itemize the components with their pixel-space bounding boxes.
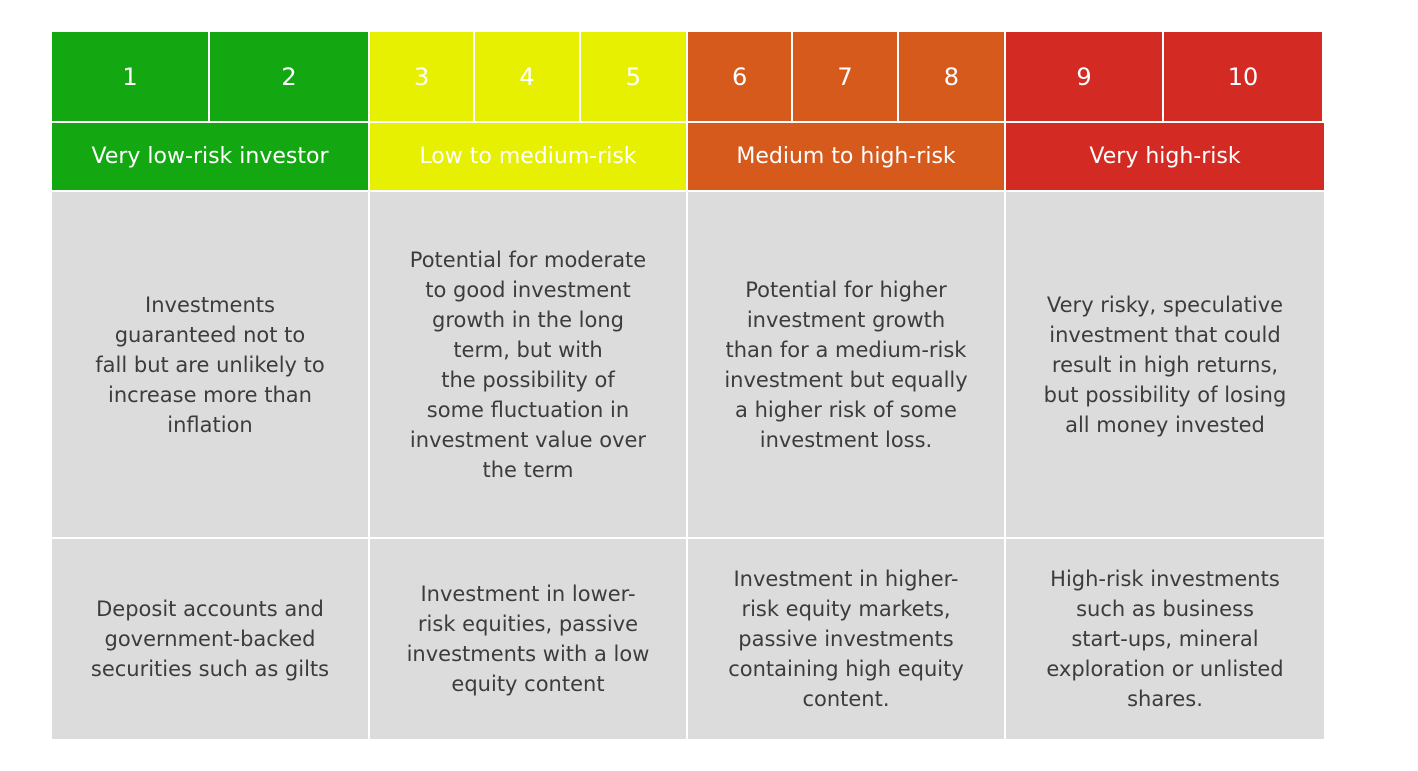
risk-description-cell: Potential for moderate to good investmen…: [370, 192, 688, 539]
risk-example-cell: Investment in higher- risk equity market…: [688, 539, 1006, 739]
risk-category-label: Medium to high-risk: [688, 123, 1006, 192]
risk-example-text: Investment in lower- risk equities, pass…: [406, 582, 650, 696]
risk-example-cell: Deposit accounts and government-backed s…: [52, 539, 370, 739]
risk-example-cell: Investment in lower- risk equities, pass…: [370, 539, 688, 739]
risk-description-text: Very risky, speculative investment that …: [1043, 292, 1287, 437]
risk-number-cell: 10: [1227, 62, 1259, 91]
risk-number-cell: 5: [625, 62, 641, 91]
risk-category-label: Very high-risk: [1006, 123, 1324, 192]
risk-description-cell: Very risky, speculative investment that …: [1006, 192, 1324, 539]
risk-numbers-very-high: 9 10: [1006, 32, 1324, 123]
risk-number-cell: 7: [793, 32, 899, 121]
risk-number-cell: 1: [52, 32, 210, 121]
risk-numbers-very-low: 1 2: [52, 32, 370, 123]
risk-number-cell: 4: [475, 32, 581, 121]
risk-number-cell: 3: [370, 32, 476, 121]
risk-number-cell: 9: [1006, 32, 1164, 121]
risk-scale-table: 1 2 3 4 5 6 7 8 9 10 Very low-risk inves…: [52, 32, 1324, 739]
risk-number-cell: 6: [688, 32, 794, 121]
risk-description-text: Potential for higher investment growth t…: [724, 277, 968, 452]
risk-number-cell: 8: [943, 62, 959, 91]
risk-example-cell: High-risk investments such as business s…: [1006, 539, 1324, 739]
risk-numbers-medium-high: 6 7 8: [688, 32, 1006, 123]
risk-category-label: Very low-risk investor: [52, 123, 370, 192]
risk-description-cell: Potential for higher investment growth t…: [688, 192, 1006, 539]
risk-example-text: Investment in higher- risk equity market…: [728, 567, 964, 711]
risk-description-text: Potential for moderate to good investmen…: [409, 247, 647, 482]
risk-numbers-low-medium: 3 4 5: [370, 32, 688, 123]
risk-category-label: Low to medium-risk: [370, 123, 688, 192]
risk-description-text: Investments guaranteed not to fall but a…: [95, 292, 325, 437]
risk-example-text: Deposit accounts and government-backed s…: [90, 597, 330, 681]
risk-example-text: High-risk investments such as business s…: [1046, 567, 1284, 711]
risk-description-cell: Investments guaranteed not to fall but a…: [52, 192, 370, 539]
risk-number-cell: 2: [281, 62, 297, 91]
